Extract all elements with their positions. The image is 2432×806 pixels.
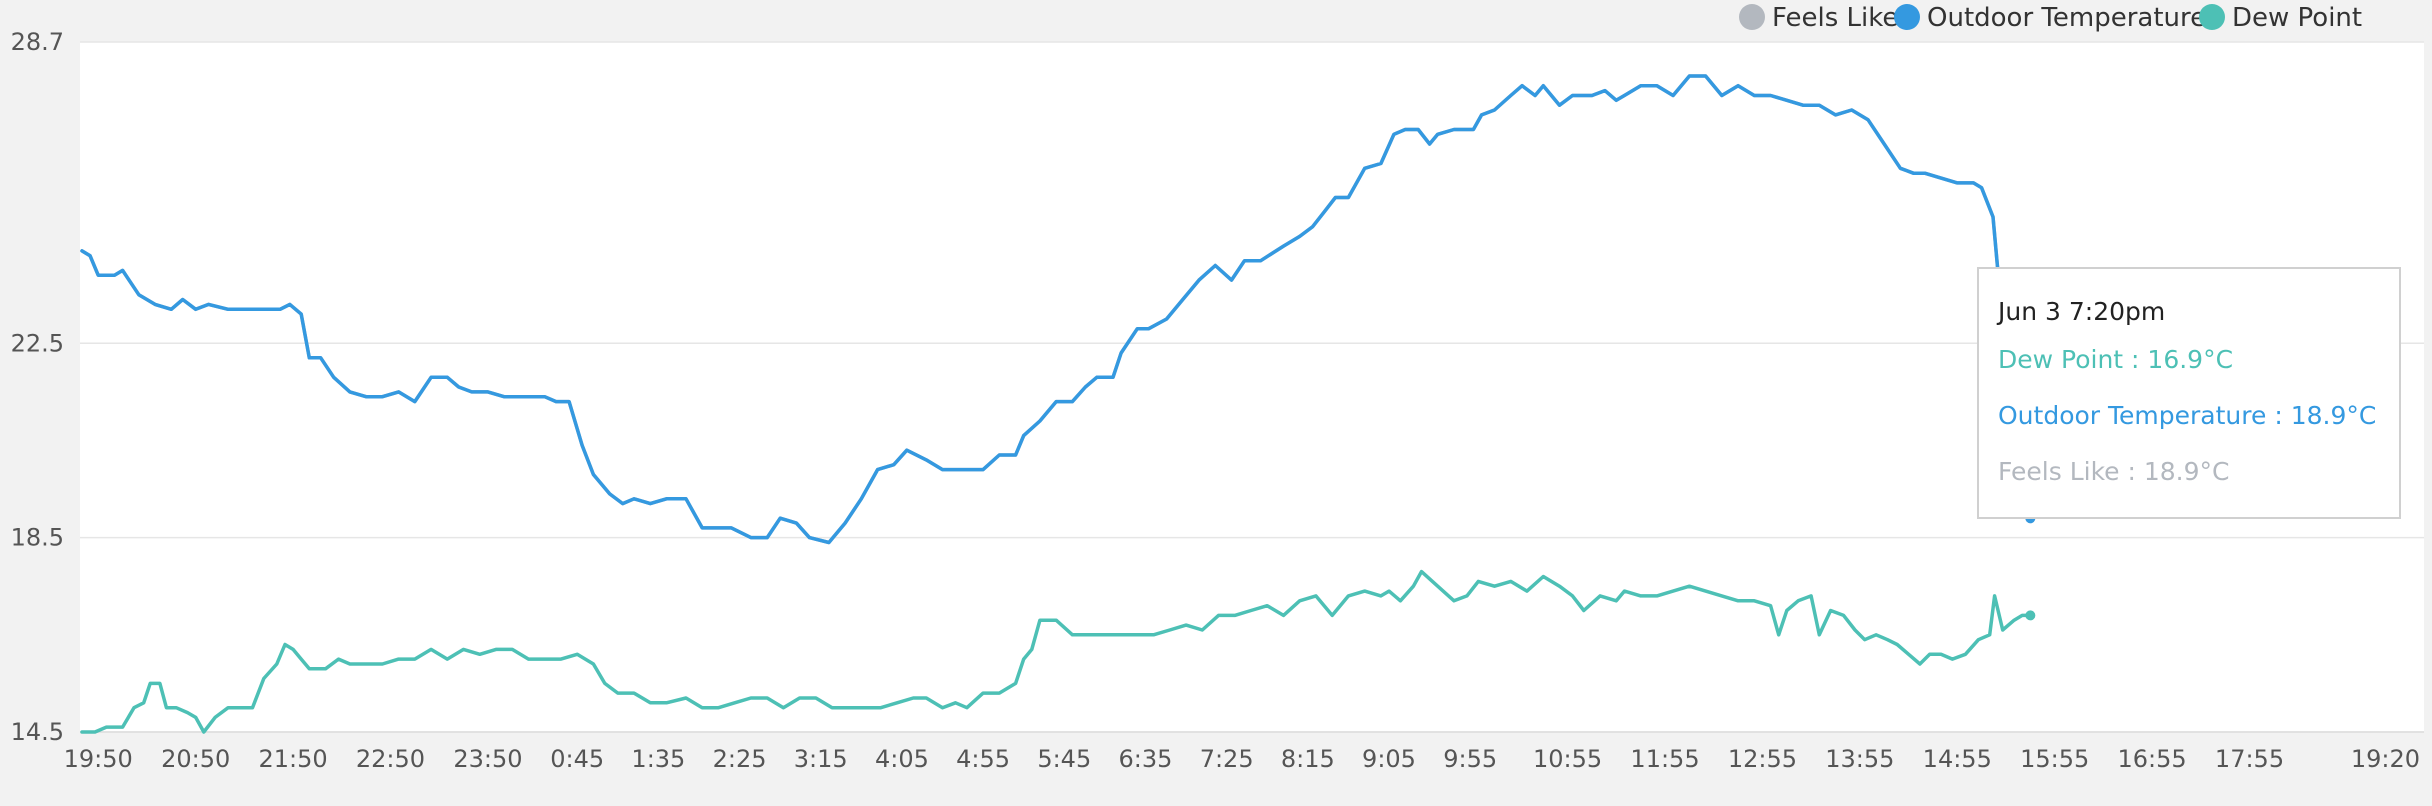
y-tick-label: 14.5: [11, 718, 64, 746]
legend: Feels Like Outdoor Temperature Dew Point: [1739, 3, 2362, 33]
x-tick-label: 7:25: [1200, 745, 1254, 773]
legend-swatch-feels-like: [1739, 4, 1765, 30]
legend-label-dew-point: Dew Point: [2232, 3, 2362, 33]
x-tick-label: 8:15: [1281, 745, 1335, 773]
x-tick-label: 9:55: [1443, 745, 1497, 773]
x-tick-label: 21:50: [258, 745, 327, 773]
series-lines: [80, 74, 2036, 734]
legend-label-outdoor-temperature: Outdoor Temperature: [1927, 3, 2206, 33]
x-tick-label: 13:55: [1825, 745, 1894, 773]
tooltip: Jun 3 7:20pm Dew Point : 16.9°C Outdoor Te…: [1977, 267, 2401, 519]
x-tick-label: 19:20: [2351, 745, 2420, 773]
x-tick-label: 4:05: [875, 745, 929, 773]
x-tick-label: 19:50: [64, 745, 133, 773]
x-tick-label: 9:05: [1362, 745, 1416, 773]
x-tick-label: 16:55: [2118, 745, 2187, 773]
x-tick-label: 11:55: [1630, 745, 1699, 773]
tooltip-title: Jun 3 7:20pm: [1996, 297, 2165, 326]
x-tick-label: 1:35: [631, 745, 685, 773]
x-tick-label: 17:55: [2215, 745, 2284, 773]
x-tick-label: 0:45: [550, 745, 604, 773]
tooltip-line: Dew Point : 16.9°C: [1998, 345, 2233, 374]
x-tick-label: 15:55: [2020, 745, 2089, 773]
y-tick-label: 28.7: [11, 28, 64, 56]
x-tick-label: 5:45: [1037, 745, 1091, 773]
x-tick-label: 2:25: [713, 745, 767, 773]
y-tick-label: 22.5: [11, 329, 64, 357]
legend-swatch-dew-point: [2199, 4, 2225, 30]
y-tick-label: 18.5: [11, 524, 64, 552]
series-end-point-dew-point: [2025, 610, 2036, 621]
x-tick-label: 3:15: [794, 745, 848, 773]
x-tick-label: 14:55: [1923, 745, 1992, 773]
series-line-dew-point: [80, 569, 2033, 734]
tooltip-line: Outdoor Temperature : 18.9°C: [1998, 401, 2376, 430]
axes: 14.5 18.5 22.5 28.7 19:50 20:50 21:50 22:50 23:5…: [11, 28, 2424, 773]
x-tick-label: 23:50: [453, 745, 522, 773]
tooltip-box: [1977, 267, 2401, 519]
series-line-outdoor-temperature: [80, 74, 2033, 545]
x-tick-label: 10:55: [1533, 745, 1602, 773]
x-tick-label: 6:35: [1119, 745, 1173, 773]
x-tick-label: 12:55: [1728, 745, 1797, 773]
tooltip-line: Feels Like : 18.9°C: [1998, 457, 2229, 486]
x-tick-label: 20:50: [161, 745, 230, 773]
x-tick-label: 4:55: [956, 745, 1010, 773]
x-tick-label: 22:50: [356, 745, 425, 773]
legend-swatch-outdoor-temperature: [1894, 4, 1920, 30]
legend-label-feels-like: Feels Like: [1772, 3, 1898, 33]
